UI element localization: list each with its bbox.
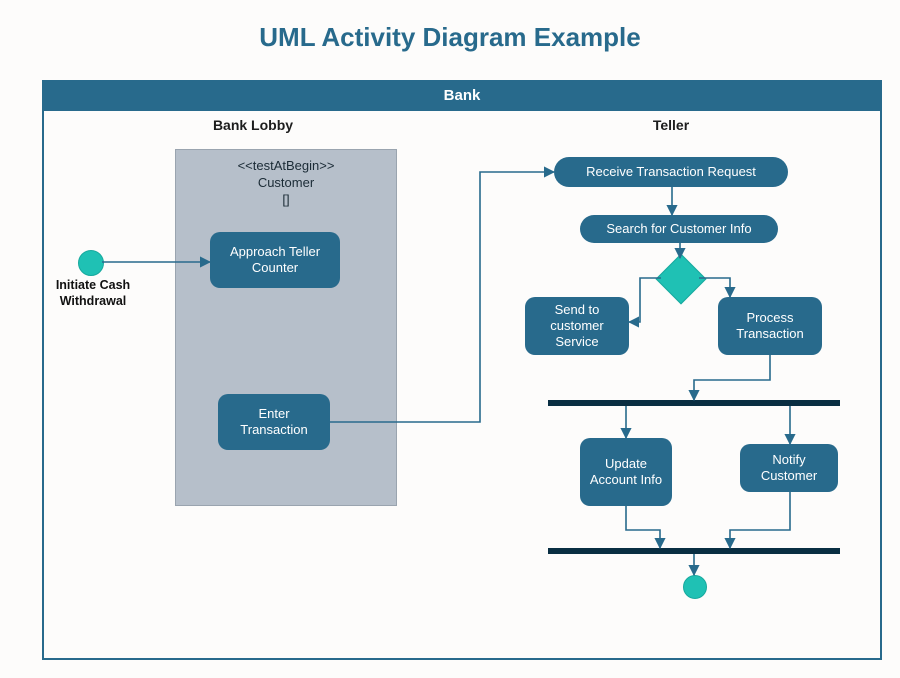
region-label: <<testAtBegin>> Customer [] [176,158,396,209]
node-approach-teller: Approach Teller Counter [210,232,340,288]
region-stereotype: <<testAtBegin>> [238,158,335,173]
initial-node-label: Initiate Cash Withdrawal [43,278,143,309]
region-name: Customer [258,175,314,190]
lane-header-lobby: Bank Lobby [44,111,462,139]
node-send-customer-service: Send to customer Service [525,297,629,355]
node-notify-customer: Notify Customer [740,444,838,492]
diagram-title: UML Activity Diagram Example [0,0,900,71]
node-enter-transaction: Enter Transaction [218,394,330,450]
expansion-region: <<testAtBegin>> Customer [] [175,149,397,506]
node-receive-request: Receive Transaction Request [554,157,788,187]
region-guard: [] [282,192,289,207]
lane-headers: Bank Lobby Teller [44,111,880,139]
node-process-transaction: Process Transaction [718,297,822,355]
final-node-icon [683,575,707,599]
lane-header-teller: Teller [462,111,880,139]
fork-bar [548,400,840,406]
join-bar [548,548,840,554]
pool-header: Bank [44,82,880,111]
initial-node-icon [78,250,104,276]
node-search-customer: Search for Customer Info [580,215,778,243]
node-update-account: Update Account Info [580,438,672,506]
